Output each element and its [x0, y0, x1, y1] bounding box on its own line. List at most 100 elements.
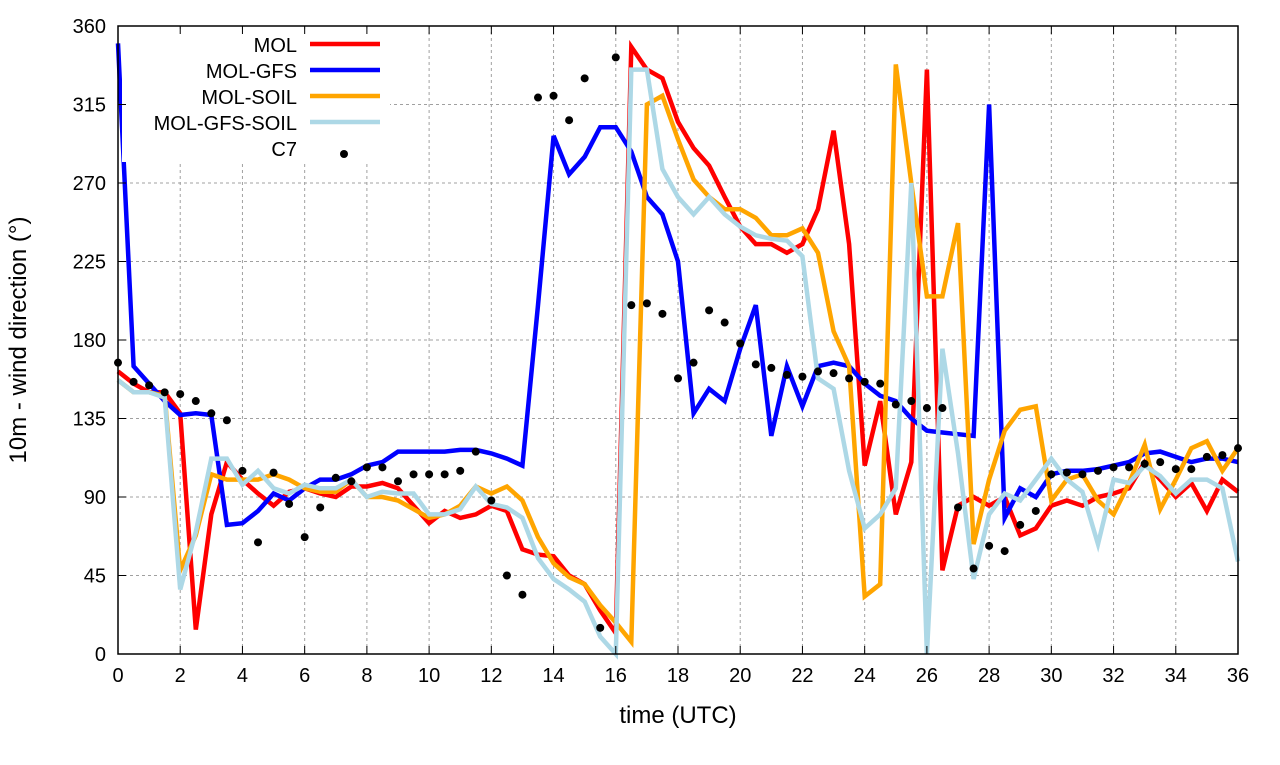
legend-label-mol-gfs-soil: MOL-GFS-SOIL — [154, 113, 297, 135]
point-c7 — [534, 93, 542, 102]
y-tick-label: 90 — [84, 487, 106, 509]
point-c7 — [549, 91, 558, 100]
point-c7 — [1094, 466, 1102, 475]
point-c7 — [845, 374, 854, 383]
point-c7 — [642, 299, 651, 308]
point-c7 — [269, 468, 278, 477]
point-c7 — [627, 301, 636, 310]
x-tick-label: 14 — [542, 665, 564, 687]
y-tick-label: 180 — [73, 330, 106, 352]
x-tick-label: 18 — [667, 665, 689, 687]
point-c7 — [674, 374, 682, 383]
point-c7 — [456, 466, 465, 475]
point-c7 — [767, 363, 776, 372]
point-c7 — [814, 367, 822, 376]
point-c7 — [736, 339, 745, 348]
point-c7 — [1016, 520, 1025, 529]
point-c7 — [254, 538, 262, 547]
point-c7 — [409, 470, 418, 479]
y-tick-label: 0 — [95, 644, 106, 666]
point-c7 — [798, 372, 807, 381]
x-tick-label: 2 — [175, 665, 186, 687]
point-c7 — [440, 470, 449, 479]
point-c7 — [596, 623, 605, 632]
y-tick-label: 315 — [73, 95, 106, 117]
point-c7 — [316, 503, 325, 512]
x-tick-label: 4 — [237, 665, 248, 687]
legend-marker-c7 — [340, 150, 348, 158]
x-tick-label: 28 — [978, 665, 1000, 687]
x-tick-label: 10 — [418, 665, 440, 687]
line-mol-gfs-soil — [116, 67, 1241, 660]
point-c7 — [1078, 470, 1087, 479]
point-c7 — [720, 318, 729, 327]
point-c7 — [1202, 452, 1211, 461]
y-axis-label: 10m - wind direction (°) — [5, 216, 32, 463]
point-c7 — [1156, 458, 1165, 467]
point-c7 — [1218, 451, 1227, 460]
x-tick-label: 34 — [1165, 665, 1187, 687]
x-tick-label: 8 — [361, 665, 372, 687]
point-c7 — [922, 404, 931, 413]
point-c7 — [378, 463, 387, 472]
point-c7 — [502, 571, 511, 580]
x-tick-label: 26 — [916, 665, 938, 687]
point-c7 — [705, 306, 714, 315]
point-c7 — [487, 496, 496, 505]
point-c7 — [969, 564, 978, 573]
legend-label-mol-gfs: MOL-GFS — [206, 61, 297, 83]
point-c7 — [565, 116, 574, 125]
point-c7 — [394, 477, 402, 486]
point-c7 — [191, 397, 200, 406]
legend-label-mol-soil: MOL-SOIL — [201, 87, 297, 109]
point-c7 — [580, 74, 589, 83]
point-c7 — [1187, 465, 1196, 474]
x-tick-label: 6 — [299, 665, 310, 687]
series-group — [114, 39, 1242, 660]
point-c7 — [876, 379, 885, 388]
point-c7 — [954, 503, 962, 512]
point-c7 — [985, 541, 994, 550]
point-c7 — [829, 369, 838, 378]
point-c7 — [145, 381, 154, 390]
point-c7 — [907, 397, 916, 406]
y-tick-label: 135 — [73, 409, 106, 431]
point-c7 — [176, 390, 185, 399]
legend-label-mol: MOL — [254, 35, 297, 57]
point-c7 — [129, 377, 138, 386]
point-c7 — [347, 477, 356, 486]
point-c7 — [938, 404, 947, 413]
point-c7 — [658, 309, 667, 318]
point-c7 — [1109, 463, 1118, 472]
point-c7 — [891, 400, 900, 409]
point-c7 — [1171, 465, 1180, 474]
point-c7 — [160, 388, 169, 397]
point-c7 — [1125, 463, 1134, 472]
point-c7 — [1047, 470, 1056, 479]
point-c7 — [222, 416, 231, 425]
point-c7 — [689, 358, 698, 367]
x-tick-label: 22 — [791, 665, 813, 687]
y-tick-label: 270 — [73, 173, 106, 195]
point-c7 — [751, 360, 760, 369]
legend-label-c7: C7 — [271, 139, 297, 161]
y-tick-label: 225 — [73, 252, 106, 274]
point-c7 — [518, 590, 527, 599]
point-c7 — [1000, 547, 1009, 556]
point-c7 — [860, 377, 869, 386]
x-tick-label: 12 — [480, 665, 502, 687]
point-c7 — [285, 499, 294, 508]
x-tick-label: 36 — [1227, 665, 1249, 687]
x-tick-label: 32 — [1102, 665, 1124, 687]
y-tick-label: 360 — [73, 16, 106, 38]
x-tick-label: 24 — [854, 665, 876, 687]
point-c7 — [300, 533, 309, 542]
tick-labels: 0 2 4 6 8 10 12 14 16 18 20 22 24 26 28 30 32 34 360459013… — [73, 16, 1250, 687]
x-tick-label: 0 — [112, 665, 123, 687]
line-mol-soil — [116, 64, 1240, 648]
point-c7 — [425, 470, 434, 479]
point-c7 — [782, 370, 791, 379]
point-c7 — [471, 447, 480, 456]
x-axis-label: time (UTC) — [619, 702, 736, 729]
